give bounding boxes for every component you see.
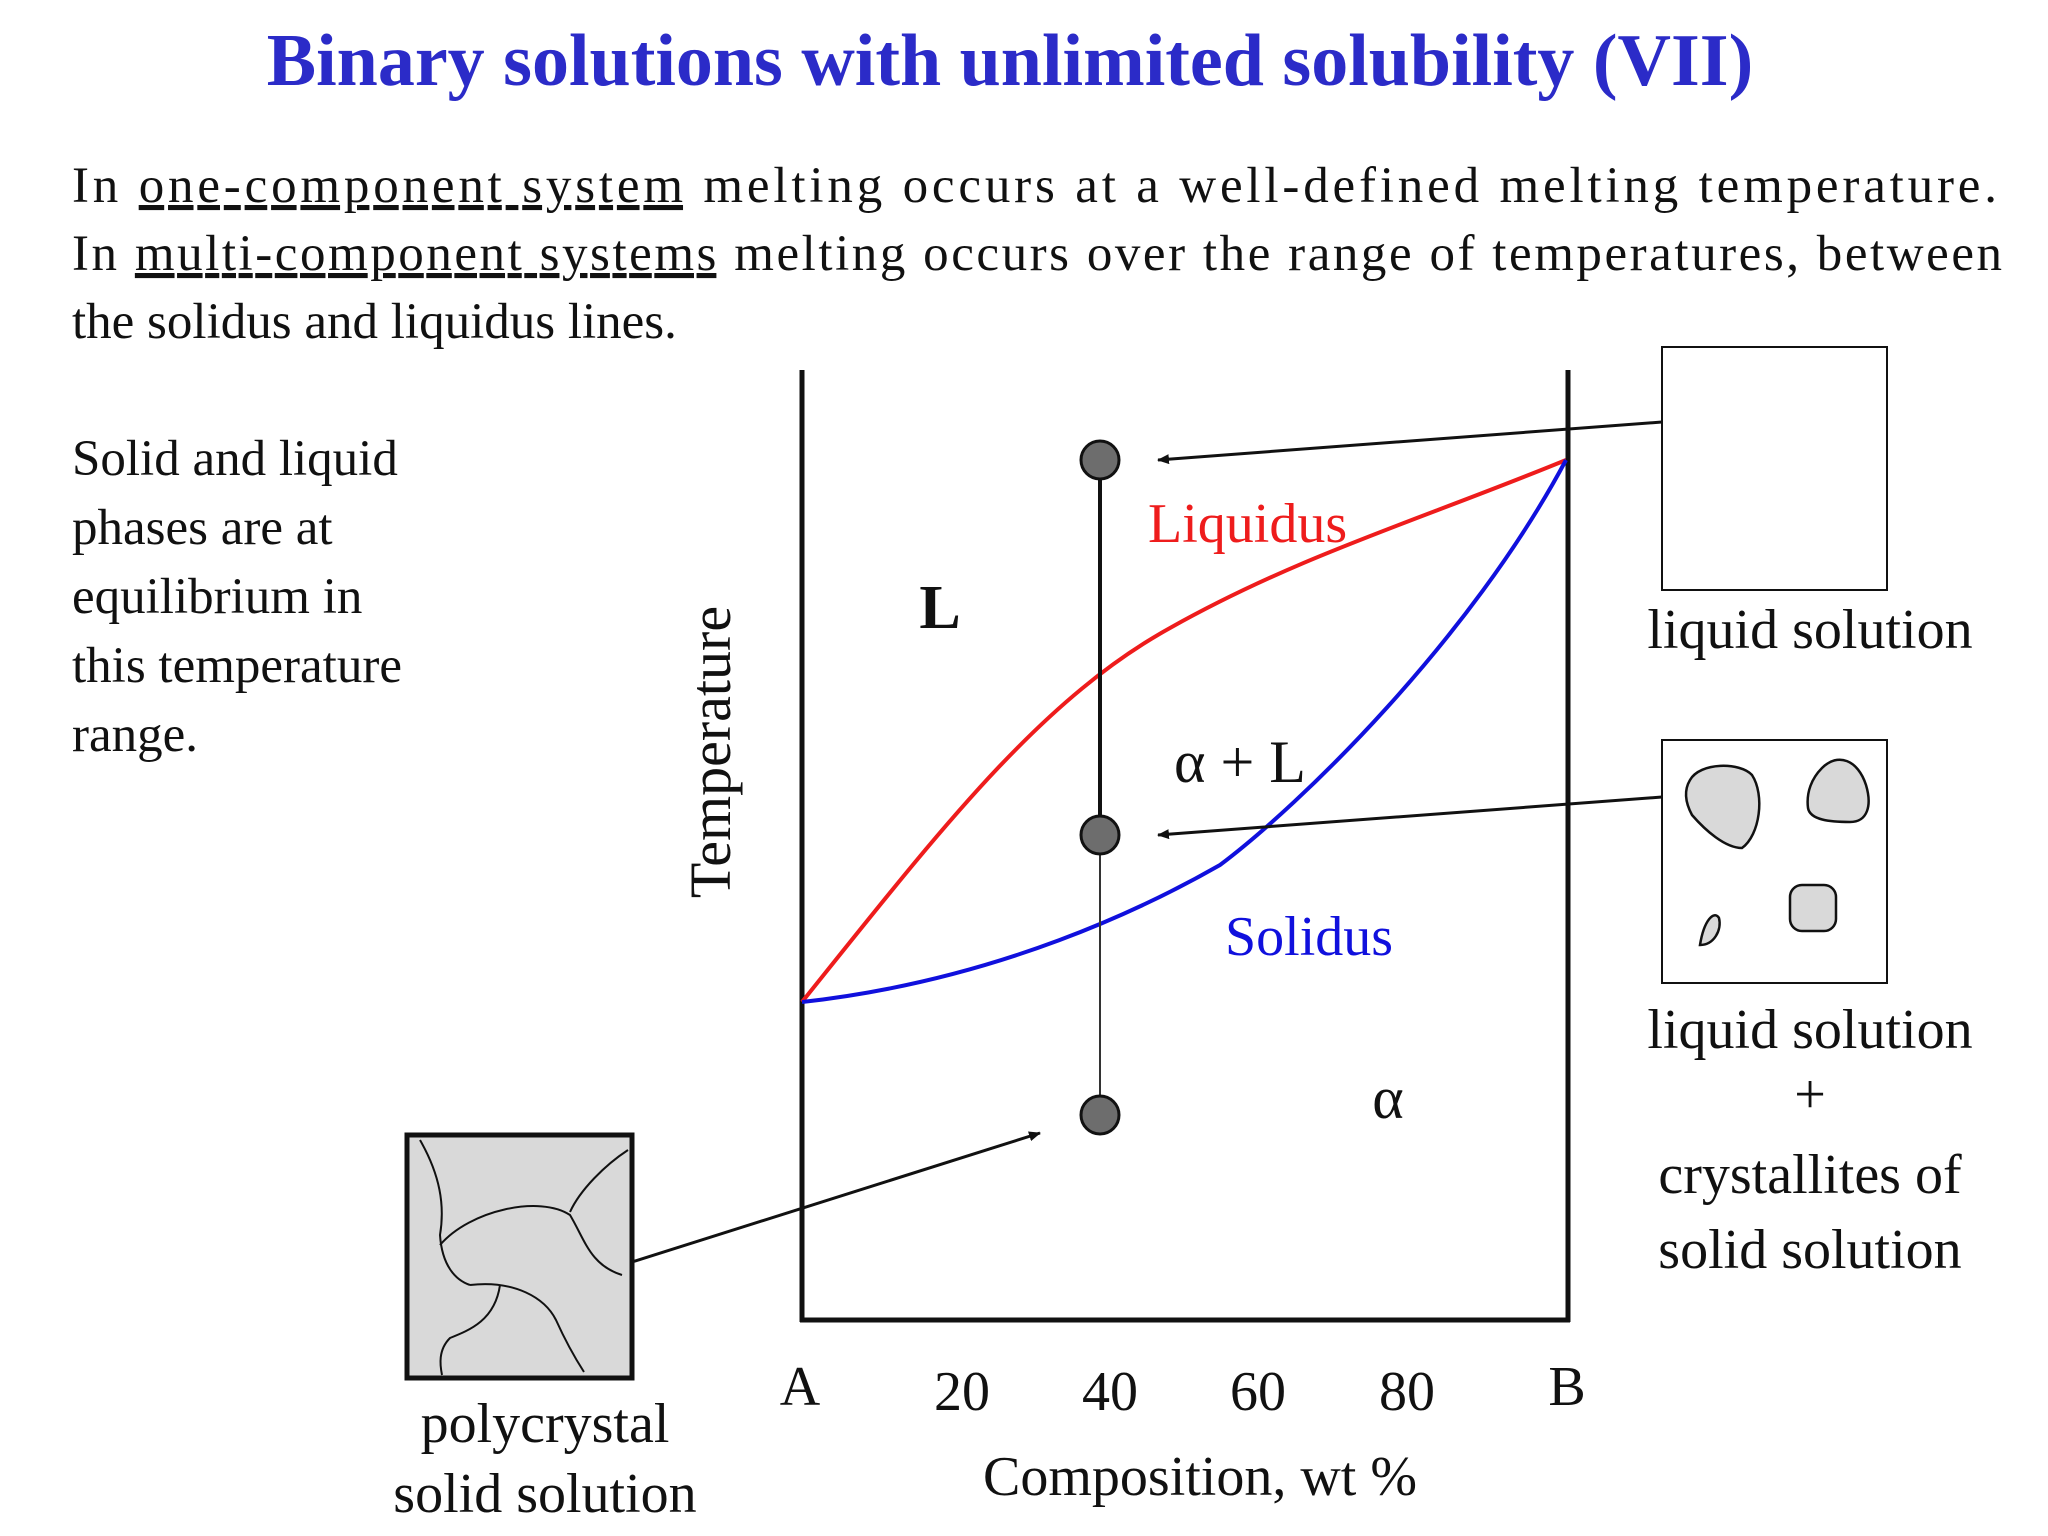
grain-boundaries: [419, 1139, 629, 1376]
x-tick-label: 20: [934, 1361, 990, 1423]
x-tick-label: B: [1548, 1356, 1585, 1418]
crystallite: [1684, 764, 1761, 850]
solidus-label: Solidus: [1225, 906, 1393, 968]
inset-liquid-box: [1661, 346, 1888, 591]
crystallite: [1806, 758, 1870, 824]
x-axis-label: Composition, wt %: [983, 1446, 1417, 1508]
arrow-solid: [631, 1131, 1041, 1264]
x-tick-label: 80: [1379, 1361, 1435, 1423]
solidus-curve: [801, 459, 1568, 1004]
region-label-liquid: L: [919, 574, 960, 642]
region-label-solid: α: [1372, 1065, 1403, 1131]
inset-solid-caption-line: polycrystal: [421, 1393, 670, 1455]
side-note-line: phases are at: [72, 500, 333, 556]
arrow-liquid: [1157, 420, 1663, 465]
state-point-two-phase: [1079, 814, 1121, 856]
state-point-solid: [1079, 1094, 1121, 1136]
arrow-two-phase: [1157, 795, 1663, 840]
inset-two-phase-caption-line: liquid solution: [1647, 999, 1972, 1061]
x-tick-label: A: [780, 1356, 821, 1418]
y-axis-label: Temperature: [678, 606, 743, 898]
region-label-two-phase: α + L: [1174, 729, 1306, 795]
inset-two-phase-caption-line: solid solution: [1658, 1219, 1961, 1281]
crystallite-shapes: [1684, 758, 1870, 947]
intro-line-3: the solidus and liquidus lines.: [72, 294, 677, 350]
grain-boundary: [469, 1283, 585, 1373]
side-note-line: this temperature: [72, 638, 402, 694]
crystallite: [1698, 914, 1721, 947]
crystallite: [1788, 883, 1838, 933]
inset-liquid-caption: liquid solution: [1647, 599, 1972, 661]
liquidus-label: Liquidus: [1148, 493, 1347, 555]
grain-boundary: [439, 1284, 501, 1376]
x-tick-labels: A 20 40 60 80 B: [780, 1356, 1586, 1423]
x-tick-label: 40: [1082, 1361, 1138, 1423]
grain-boundary: [569, 1149, 629, 1213]
side-note: Solid and liquid phases are at equilibri…: [72, 431, 402, 763]
slide-title: Binary solutions with unlimited solubili…: [267, 20, 1753, 102]
inset-two-phase-caption-line: +: [1794, 1064, 1826, 1126]
inset-solid-box: [404, 1132, 635, 1381]
inset-solid-caption-line: solid solution: [393, 1463, 696, 1525]
side-note-line: equilibrium in: [72, 569, 362, 625]
intro-line-2: In multi-component systems melting occur…: [72, 226, 2002, 282]
side-note-line: range.: [72, 707, 198, 763]
grain-boundary: [439, 1205, 623, 1276]
x-tick-label: 60: [1230, 1361, 1286, 1423]
grain-boundary: [419, 1139, 471, 1286]
inset-solid-caption: polycrystal solid solution: [393, 1393, 696, 1525]
inset-two-phase-caption: liquid solution + crystallites of solid …: [1647, 999, 1972, 1281]
state-point-liquid: [1079, 439, 1121, 481]
inset-two-phase-caption-line: crystallites of: [1658, 1144, 1962, 1206]
side-note-line: Solid and liquid: [72, 431, 398, 487]
intro-line-1: In one-component system melting occurs a…: [72, 158, 1997, 214]
liquidus-curve: [800, 458, 1567, 1004]
